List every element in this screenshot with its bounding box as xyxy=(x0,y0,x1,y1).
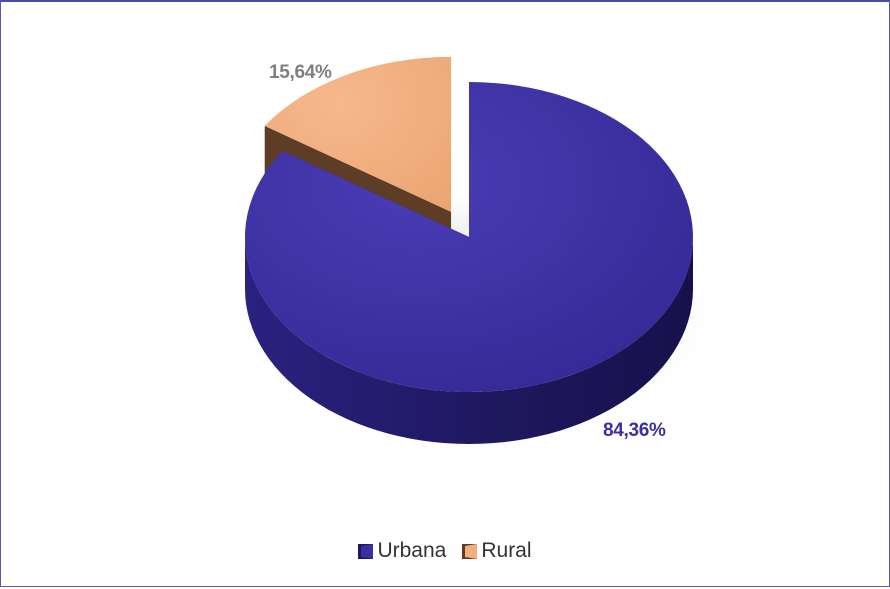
legend-item-urbana[interactable]: Urbana xyxy=(358,539,446,563)
legend-label-rural: Rural xyxy=(481,539,532,562)
legend: Urbana Rural xyxy=(1,539,889,563)
legend-item-rural[interactable]: Rural xyxy=(462,539,532,563)
pie-slice-urbana xyxy=(245,82,694,392)
urbana-swatch-icon xyxy=(358,543,374,559)
pie-slice-urbana-rim xyxy=(245,237,693,444)
data-label-urbana: 84,36% xyxy=(603,420,666,441)
legend-label-urbana: Urbana xyxy=(377,539,447,562)
rural-swatch-icon xyxy=(462,543,478,559)
pie-slice-rural xyxy=(264,56,452,212)
data-label-rural: 15,64% xyxy=(269,62,332,83)
